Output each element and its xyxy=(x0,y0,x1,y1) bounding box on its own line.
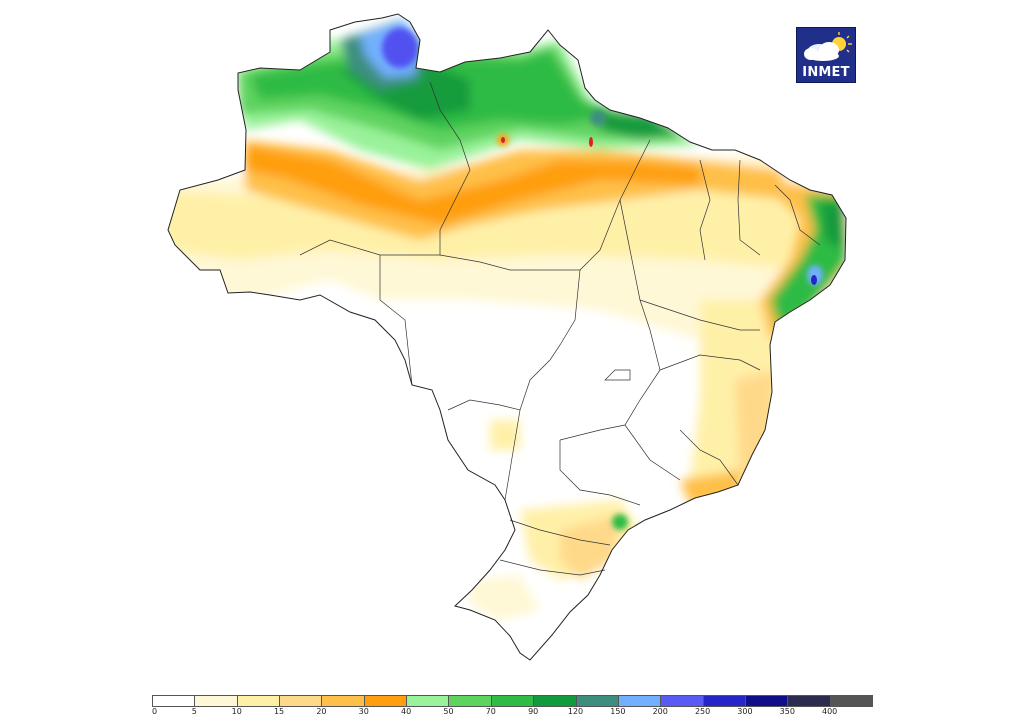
legend-swatch xyxy=(787,695,831,707)
legend-swatch xyxy=(490,695,535,707)
legend-swatch xyxy=(152,695,196,707)
legend-label: 15 xyxy=(273,707,285,716)
legend-label: 200 xyxy=(652,707,668,716)
precipitation-fill xyxy=(168,14,846,660)
legend-swatch xyxy=(363,695,408,707)
legend-label: 0 xyxy=(152,707,158,716)
legend-label: 10 xyxy=(231,707,242,716)
cloud-sun-icon xyxy=(804,32,852,61)
legend-swatch xyxy=(575,695,619,707)
legend-swatch xyxy=(194,695,238,707)
legend-label: 20 xyxy=(316,707,327,716)
legend-label: 30 xyxy=(358,707,369,716)
legend-swatch xyxy=(321,695,365,707)
legend-label: 120 xyxy=(567,707,584,716)
legend-swatch xyxy=(236,695,281,707)
legend-label: 70 xyxy=(485,707,496,716)
legend-label: 300 xyxy=(737,707,753,716)
legend-label: 90 xyxy=(528,707,539,716)
legend-label: 5 xyxy=(191,707,197,716)
legend-label: 150 xyxy=(610,707,626,716)
logo-text: INMET xyxy=(802,65,850,80)
legend-swatch xyxy=(533,695,577,707)
legend-label: 400 xyxy=(822,707,838,716)
legend-swatch xyxy=(829,695,873,707)
legend-swatch xyxy=(406,695,450,707)
legend-label: 350 xyxy=(779,707,795,716)
legend-label: 50 xyxy=(443,707,454,716)
legend-swatch xyxy=(448,695,492,707)
state-boundaries xyxy=(299,81,821,576)
legend-label: 250 xyxy=(694,707,711,716)
legend-swatch xyxy=(617,695,662,707)
legend-swatch xyxy=(744,695,789,707)
legend-swatch xyxy=(279,695,323,707)
legend-swatch xyxy=(660,695,704,707)
legend-swatch xyxy=(702,695,746,707)
legend-label: 40 xyxy=(401,707,412,716)
color-legend: 0 5 10 15 20 30 40 50 70 90 120 150 200 250 300 350 400 xyxy=(152,695,873,716)
inmet-logo: INMET xyxy=(796,27,856,83)
precipitation-map xyxy=(167,13,847,661)
